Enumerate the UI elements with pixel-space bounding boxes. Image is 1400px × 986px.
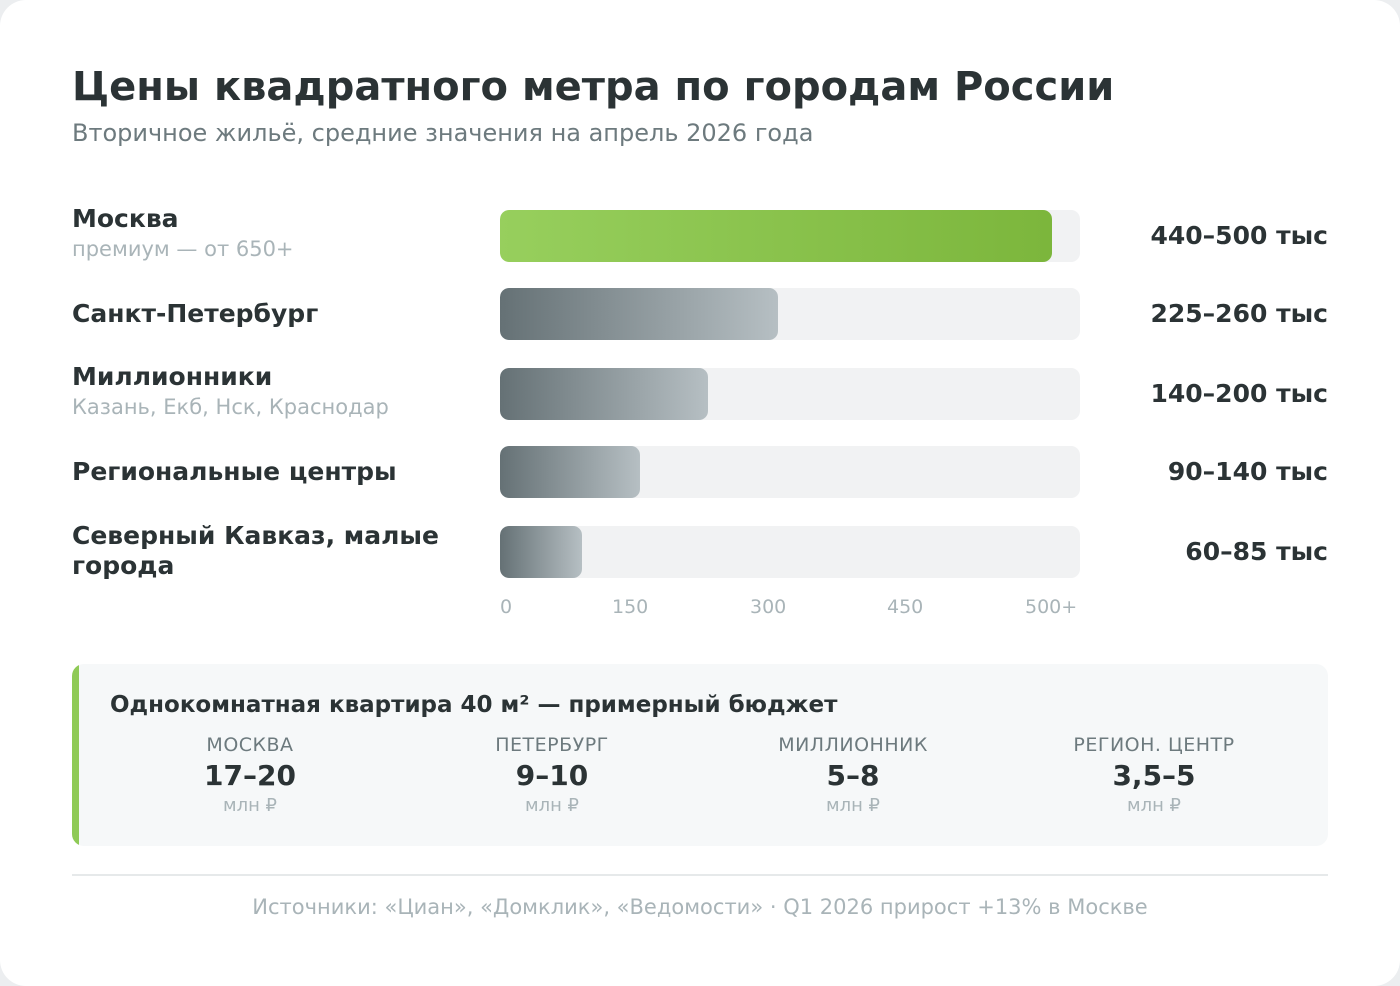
- category-label: Москва: [72, 204, 179, 233]
- category-sublabel: премиум — от 650+: [72, 237, 294, 261]
- page-subtitle: Вторичное жильё, средние значения на апр…: [72, 119, 814, 147]
- chart-row: Санкт-Петербург 225–260 тыс: [0, 288, 1400, 340]
- budget-col-unit: млн ₽: [222, 795, 278, 816]
- bar: [500, 288, 778, 340]
- category-label: Региональные центры: [72, 457, 397, 486]
- chart-row: Миллионники Казань, Екб, Нск, Краснодар 14…: [0, 362, 1400, 420]
- bar-track: [500, 446, 1080, 498]
- category-label: Северный Кавказ, малые города: [72, 521, 439, 580]
- value-label: 440–500 тыс: [1150, 221, 1329, 250]
- x-tick-label: 150: [612, 596, 649, 618]
- page-title: Цены квадратного метра по городам России: [72, 64, 1115, 110]
- budget-col-value: 17–20: [204, 759, 296, 792]
- budget-col-region: РЕГИОН. ЦЕНТР 3,5–5 млн ₽: [1004, 734, 1304, 816]
- bar-track: [500, 288, 1080, 340]
- bar: [500, 210, 1052, 262]
- chart-row: Москва премиум — от 650+ 440–500 тыс: [0, 204, 1400, 262]
- budget-col-value: 3,5–5: [1112, 759, 1196, 792]
- budget-col-millionaire: МИЛЛИОННИК 5–8 млн ₽: [703, 734, 1003, 816]
- category-label: Миллионники: [72, 362, 273, 391]
- bar: [500, 446, 640, 498]
- budget-col-label: МОСКВА: [206, 734, 294, 756]
- budget-title: Однокомнатная квартира 40 м² — примерный…: [110, 692, 838, 718]
- source-footer: Источники: «Циан», «Домклик», «Ведомости…: [252, 895, 1148, 919]
- category-label: Санкт-Петербург: [72, 299, 319, 328]
- budget-col-value: 5–8: [826, 759, 880, 792]
- budget-col-unit: млн ₽: [825, 795, 881, 816]
- row-label: Миллионники Казань, Екб, Нск, Краснодар: [72, 362, 492, 422]
- value-label: 225–260 тыс: [1150, 299, 1329, 328]
- x-tick-label: 450: [887, 596, 924, 618]
- category-sublabel: Казань, Екб, Нск, Краснодар: [72, 395, 389, 419]
- x-tick-label: 0: [500, 596, 513, 618]
- bar: [500, 368, 708, 420]
- footer-divider: [72, 874, 1328, 876]
- value-label: 60–85 тыс: [1185, 537, 1328, 566]
- bar: [500, 526, 582, 578]
- x-tick-label: 300: [750, 596, 787, 618]
- budget-col-moscow: МОСКВА 17–20 млн ₽: [100, 734, 400, 816]
- bar-track: [500, 368, 1080, 420]
- row-label: Москва премиум — от 650+: [72, 204, 492, 264]
- budget-col-unit: млн ₽: [524, 795, 580, 816]
- value-label: 90–140 тыс: [1167, 457, 1328, 486]
- x-tick-label: 500+: [1025, 596, 1078, 618]
- value-label: 140–200 тыс: [1150, 379, 1329, 408]
- row-label: Санкт-Петербург: [72, 299, 492, 329]
- budget-panel: Однокомнатная квартира 40 м² — примерный…: [72, 664, 1328, 846]
- budget-col-petersburg: ПЕТЕРБУРГ 9–10 млн ₽: [402, 734, 702, 816]
- chart-row: Северный Кавказ, малые города 60–85 тыс: [0, 521, 1400, 580]
- row-label: Региональные центры: [72, 457, 492, 487]
- budget-col-unit: млн ₽: [1126, 795, 1182, 816]
- budget-col-label: РЕГИОН. ЦЕНТР: [1073, 734, 1235, 756]
- budget-col-label: ПЕТЕРБУРГ: [495, 734, 609, 756]
- bar-track: [500, 526, 1080, 578]
- budget-col-value: 9–10: [515, 759, 589, 792]
- bar-track: [500, 210, 1080, 262]
- row-label: Северный Кавказ, малые города: [72, 521, 492, 581]
- budget-accent-bar: [72, 664, 79, 846]
- budget-col-label: МИЛЛИОННИК: [778, 734, 928, 756]
- chart-row: Региональные центры 90–140 тыс: [0, 446, 1400, 498]
